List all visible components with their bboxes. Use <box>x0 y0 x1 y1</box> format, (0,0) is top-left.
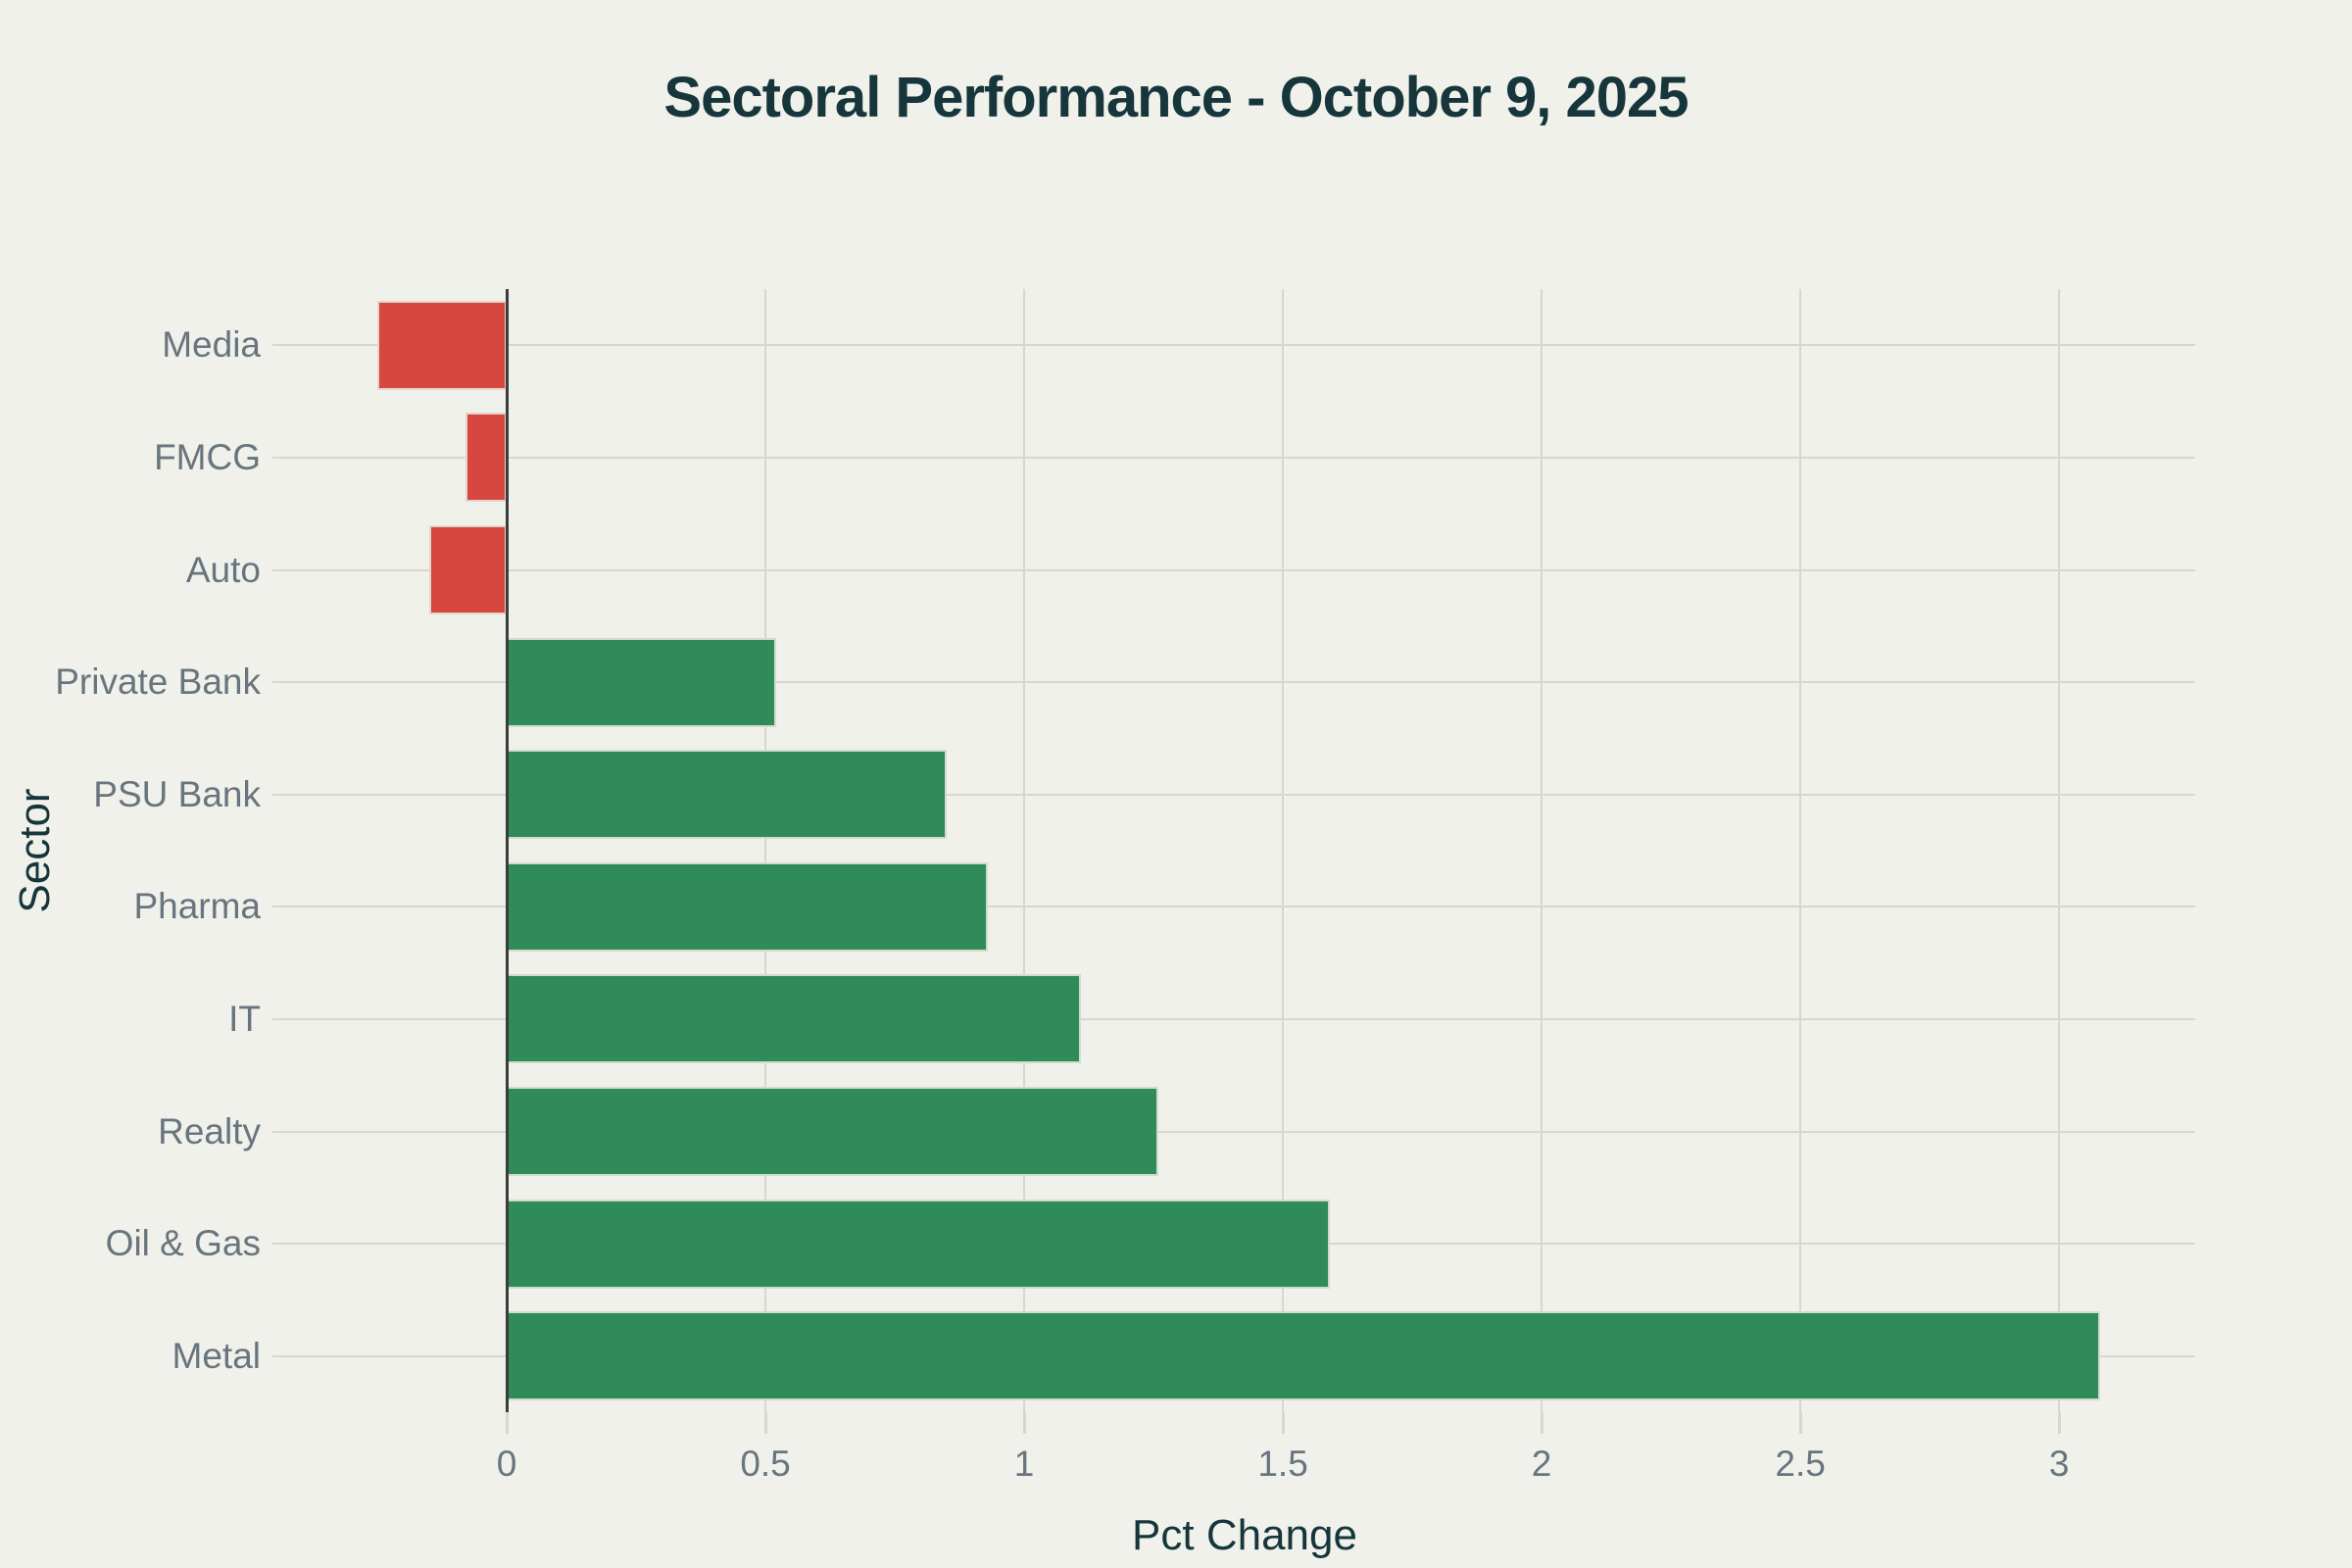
x-tick-2 <box>1540 1412 1544 1434</box>
chart-title: Sectoral Performance - October 9, 2025 <box>663 66 1689 129</box>
gridline-y-auto <box>294 568 2195 571</box>
bar-oil-gas <box>507 1199 1330 1289</box>
gridline-x-0-5 <box>764 289 767 1412</box>
y-tick-realty <box>272 1130 294 1133</box>
bar-media <box>377 300 507 390</box>
bar-auto <box>428 525 508 614</box>
y-tick-label-fmcg: FMCG <box>154 436 261 477</box>
gridline-y-realty <box>294 1130 2195 1133</box>
y-tick-oil-gas <box>272 1243 294 1246</box>
y-tick-fmcg <box>272 456 294 459</box>
gridline-x-1-5 <box>1282 289 1285 1412</box>
bar-pharma <box>507 861 989 952</box>
x-tick-label-0: 0 <box>496 1444 517 1484</box>
gridline-y-media <box>294 344 2195 347</box>
x-tick-1 <box>1022 1412 1026 1434</box>
gridline-y-private-bank <box>294 681 2195 684</box>
bar-psu-bank <box>507 750 947 840</box>
zero-line <box>505 289 509 1412</box>
y-tick-psu-bank <box>272 793 294 796</box>
x-tick-label-3: 3 <box>2048 1444 2070 1484</box>
x-tick-label-2-5: 2.5 <box>1775 1444 1826 1484</box>
gridline-x-2-5 <box>1799 289 1802 1412</box>
x-tick-0-5 <box>763 1412 767 1434</box>
gridline-x-3 <box>2058 289 2061 1412</box>
bar-private-bank <box>507 637 776 727</box>
plot-area: 0 0.5 1 1.5 2 2.5 3 Media FMCG Auto Private Bank PS… <box>55 289 2195 1484</box>
x-tick-1-5 <box>1281 1412 1285 1434</box>
gridline-y-it <box>294 1017 2195 1020</box>
y-tick-label-it: IT <box>228 998 261 1039</box>
y-tick-it <box>272 1017 294 1020</box>
x-tick-label-1: 1 <box>1013 1444 1035 1484</box>
x-tick-label-1-5: 1.5 <box>1257 1444 1308 1484</box>
gridline-y-fmcg <box>294 456 2195 459</box>
y-tick-label-private-bank: Private Bank <box>55 662 261 703</box>
y-tick-label-realty: Realty <box>158 1110 261 1152</box>
y-tick-label-pharma: Pharma <box>133 886 261 927</box>
bar-metal <box>507 1311 2101 1401</box>
gridline-x-2 <box>1541 289 1544 1412</box>
y-tick-private-bank <box>272 681 294 684</box>
x-tick-0 <box>505 1412 509 1434</box>
y-tick-label-auto: Auto <box>185 549 261 590</box>
y-tick-label-psu-bank: PSU Bank <box>93 773 261 814</box>
y-tick-label-media: Media <box>162 324 261 366</box>
y-tick-media <box>272 344 294 347</box>
x-axis-title: Pct Change <box>1132 1511 1357 1559</box>
x-tick-2-5 <box>1798 1412 1802 1434</box>
x-tick-label-2: 2 <box>1531 1444 1552 1484</box>
bar-fmcg <box>465 413 507 503</box>
y-tick-metal <box>272 1354 294 1357</box>
y-tick-label-metal: Metal <box>172 1335 261 1376</box>
x-tick-3 <box>2057 1412 2061 1434</box>
x-tick-label-0-5: 0.5 <box>740 1444 791 1484</box>
gridline-x-1 <box>1023 289 1026 1412</box>
gridline-y-psu-bank <box>294 793 2195 796</box>
y-axis-title: Sector <box>11 788 59 913</box>
y-tick-auto <box>272 568 294 571</box>
y-tick-pharma <box>272 906 294 908</box>
gridline-y-pharma <box>294 906 2195 908</box>
bar-it <box>507 974 1082 1064</box>
bar-realty <box>507 1087 1159 1176</box>
y-tick-label-oil-gas: Oil & Gas <box>105 1223 261 1264</box>
